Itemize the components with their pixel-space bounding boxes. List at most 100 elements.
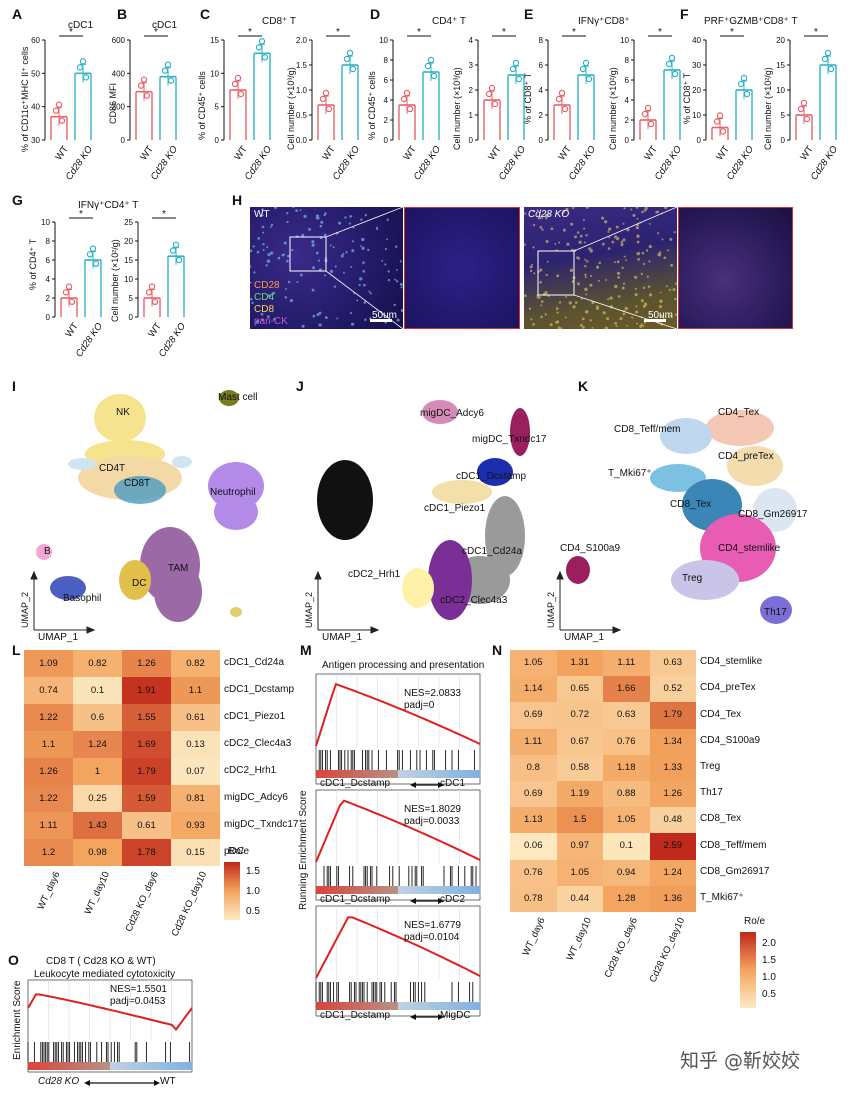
- cell-dot: [272, 291, 276, 295]
- cell-dot: [343, 271, 345, 274]
- cell-dot: [324, 274, 327, 277]
- rank-segment: [68, 1062, 71, 1070]
- cell-dot: [324, 316, 328, 320]
- rank-segment: [324, 1002, 327, 1010]
- cell-dot: [576, 282, 580, 286]
- rank-segment: [414, 770, 417, 778]
- rank-segment: [384, 886, 387, 894]
- cell-dot: [311, 243, 315, 247]
- cell-dot: [545, 239, 549, 244]
- cluster-cd4-pretex: CD4_preTex: [718, 451, 774, 462]
- heatmap-cell: 1.78: [122, 839, 171, 866]
- cell-dot: [601, 216, 605, 220]
- heatmap-row-label: cDC2_Clec4a3: [224, 737, 292, 749]
- cell-dot: [635, 205, 639, 209]
- rank-segment: [392, 770, 395, 778]
- cell-dot: [636, 234, 640, 238]
- data-point: [647, 120, 655, 128]
- heatmap-cell: 0.67: [556, 728, 603, 755]
- cell-dot: [672, 288, 676, 292]
- microscopy-label-ko: Cd28 KO: [528, 209, 570, 220]
- cell-dot: [585, 310, 589, 314]
- cluster-cd8t: CD8T: [124, 478, 151, 489]
- umap-i: [36, 390, 264, 622]
- rank-segment: [380, 1002, 383, 1010]
- cell-dot: [585, 234, 588, 237]
- cell-dot: [614, 235, 618, 239]
- umap-j-y: UMAP_2: [304, 591, 314, 628]
- cell-dot: [639, 324, 643, 328]
- rank-segment: [92, 1062, 95, 1070]
- heatmap-cell: 0.61: [122, 812, 171, 839]
- heatmap-l: 1.09 0.82 1.26 0.82 0.74 0.1 1.91 1.1 1.22 0.6 1.5…: [24, 650, 220, 866]
- rank-segment: [174, 1062, 177, 1070]
- cell-dot: [253, 271, 256, 274]
- cell-dot: [640, 323, 643, 326]
- data-point: [319, 95, 327, 103]
- cell-dot: [579, 234, 583, 238]
- rank-segment: [428, 1002, 431, 1010]
- heatmap-cell: 0.98: [73, 839, 122, 866]
- heatmap-cell: 1.26: [122, 650, 171, 677]
- heatmap-cell: 0.88: [603, 781, 650, 808]
- y-tick-label: 0.5: [296, 111, 308, 120]
- data-point: [175, 256, 183, 264]
- y-tick-label: 0: [781, 136, 786, 145]
- data-point: [430, 72, 438, 80]
- cell-dot: [267, 253, 271, 257]
- cluster-treg: Treg: [682, 573, 703, 584]
- cell-dot: [564, 316, 567, 319]
- rank-segment: [134, 1062, 137, 1070]
- cell-dot: [340, 254, 344, 258]
- cell-dot: [250, 298, 253, 301]
- heatmap-row-label: CD8_Gm26917: [700, 865, 770, 877]
- rank-segment: [76, 1062, 79, 1070]
- data-point: [234, 74, 242, 82]
- significance-star: *: [814, 27, 818, 38]
- rank-segment: [350, 886, 353, 894]
- cell-dot: [364, 318, 367, 322]
- cell-dot: [595, 306, 600, 310]
- stain-cd28: CD28: [254, 280, 280, 291]
- rank-segment: [378, 1002, 381, 1010]
- data-point: [491, 100, 499, 108]
- heatmap-cell: 0.6: [73, 704, 122, 731]
- chart-title-g: IFNγ⁺CD4⁺ T: [78, 200, 139, 211]
- cell-dot: [604, 326, 608, 330]
- rank-segment: [398, 886, 401, 894]
- heatmap-col-label: WT_day10: [82, 870, 112, 917]
- y-tick-label: 20: [124, 237, 133, 246]
- umap-j: [317, 400, 530, 620]
- rank-segment: [346, 770, 349, 778]
- rank-segment: [426, 770, 429, 778]
- cell-dot: [312, 314, 316, 318]
- heatmap-cell: 1.5: [556, 807, 603, 834]
- rank-segment: [464, 770, 467, 778]
- y-tick-label: 600: [112, 36, 126, 45]
- rank-segment: [330, 886, 333, 894]
- y-tick-label: 0: [697, 136, 702, 145]
- heatmap-cell: 0.63: [649, 650, 696, 677]
- cell-dot: [256, 250, 260, 254]
- gsea-m-panel-2: [315, 789, 481, 901]
- data-point: [406, 105, 414, 113]
- rank-segment: [476, 770, 479, 778]
- y-tick-label: 2: [625, 116, 630, 125]
- heatmap-col-label: Cd28 KO_day6: [123, 870, 161, 934]
- rank-segment: [320, 1002, 323, 1010]
- rank-segment: [466, 886, 469, 894]
- rank-segment: [324, 886, 327, 894]
- rank-segment: [402, 770, 405, 778]
- y-tick-label: 30: [31, 136, 40, 145]
- cell-dot: [669, 237, 673, 241]
- chart-title-f: PRF⁺GZMB⁺CD8⁺ T: [704, 16, 798, 27]
- arrow-head-right: [438, 1014, 444, 1020]
- rank-segment: [438, 886, 441, 894]
- rank-segment: [388, 1002, 391, 1010]
- cell-dot: [349, 215, 352, 218]
- cell-dot: [589, 283, 593, 287]
- rank-segment: [182, 1062, 185, 1070]
- cell-dot: [584, 264, 587, 268]
- cell-dot: [579, 323, 583, 327]
- cell-dot: [375, 227, 379, 230]
